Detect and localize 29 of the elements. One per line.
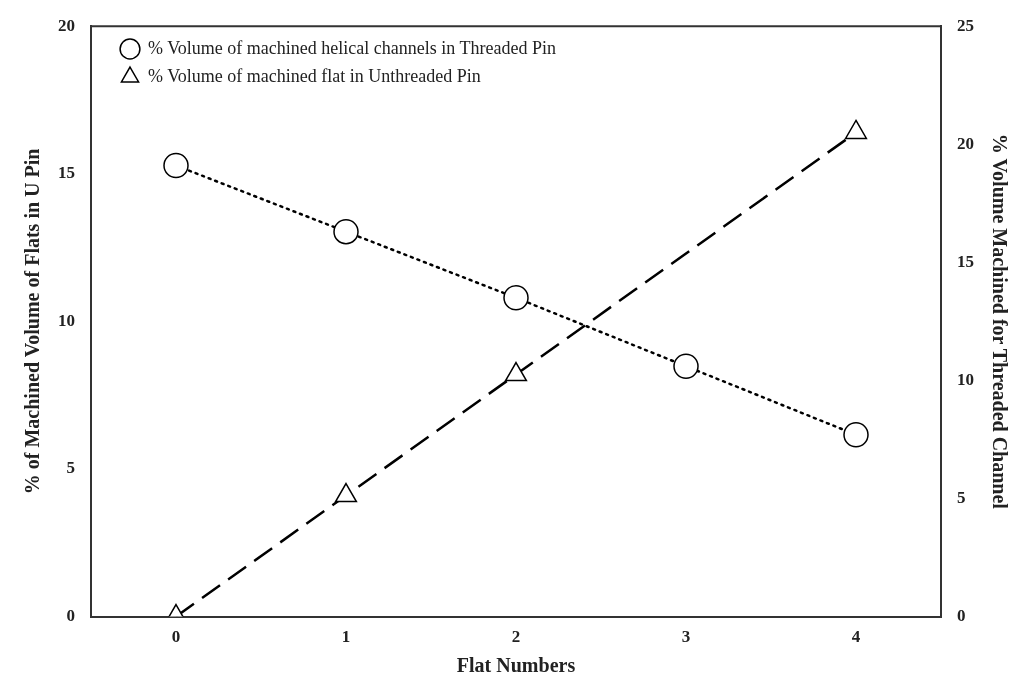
point	[504, 361, 528, 382]
y-tick-label: 0	[66, 605, 75, 625]
x-tick-label: 3	[681, 627, 691, 647]
point	[163, 152, 189, 179]
y-tick-label: 5	[66, 458, 75, 478]
point	[844, 119, 868, 140]
point	[334, 482, 358, 503]
legend-label: % Volume of machined helical channels in Threaded Pin	[148, 37, 556, 58]
y-tick-label: 20	[58, 15, 75, 35]
point	[843, 422, 869, 448]
y2-tick-label: 5	[957, 487, 966, 507]
x-axis-title: Flat Numbers	[456, 654, 576, 677]
legend-label: % Volume of machined flat in Unthreaded Pin	[148, 65, 481, 86]
y-tick-label: 10	[58, 310, 75, 330]
point	[333, 218, 359, 245]
x-tick-label: 1	[341, 627, 351, 647]
y2-axis-title: % Volume Machined for Threaded Channel	[988, 133, 1011, 510]
point	[503, 285, 529, 311]
point	[673, 353, 699, 380]
x-tick-label: 0	[171, 627, 181, 647]
y2-tick-label: 20	[957, 133, 974, 153]
x-tick-label: 4	[851, 627, 861, 647]
x-tick-label: 2	[511, 627, 521, 647]
y-tick-label: 15	[58, 163, 75, 183]
y-axis-title: % of Machined Volume of Flats in U Pin	[21, 148, 44, 495]
y2-tick-label: 15	[957, 251, 974, 271]
y2-tick-label: 0	[957, 605, 966, 625]
y2-tick-label: 25	[957, 15, 974, 35]
y2-tick-label: 10	[957, 369, 974, 389]
